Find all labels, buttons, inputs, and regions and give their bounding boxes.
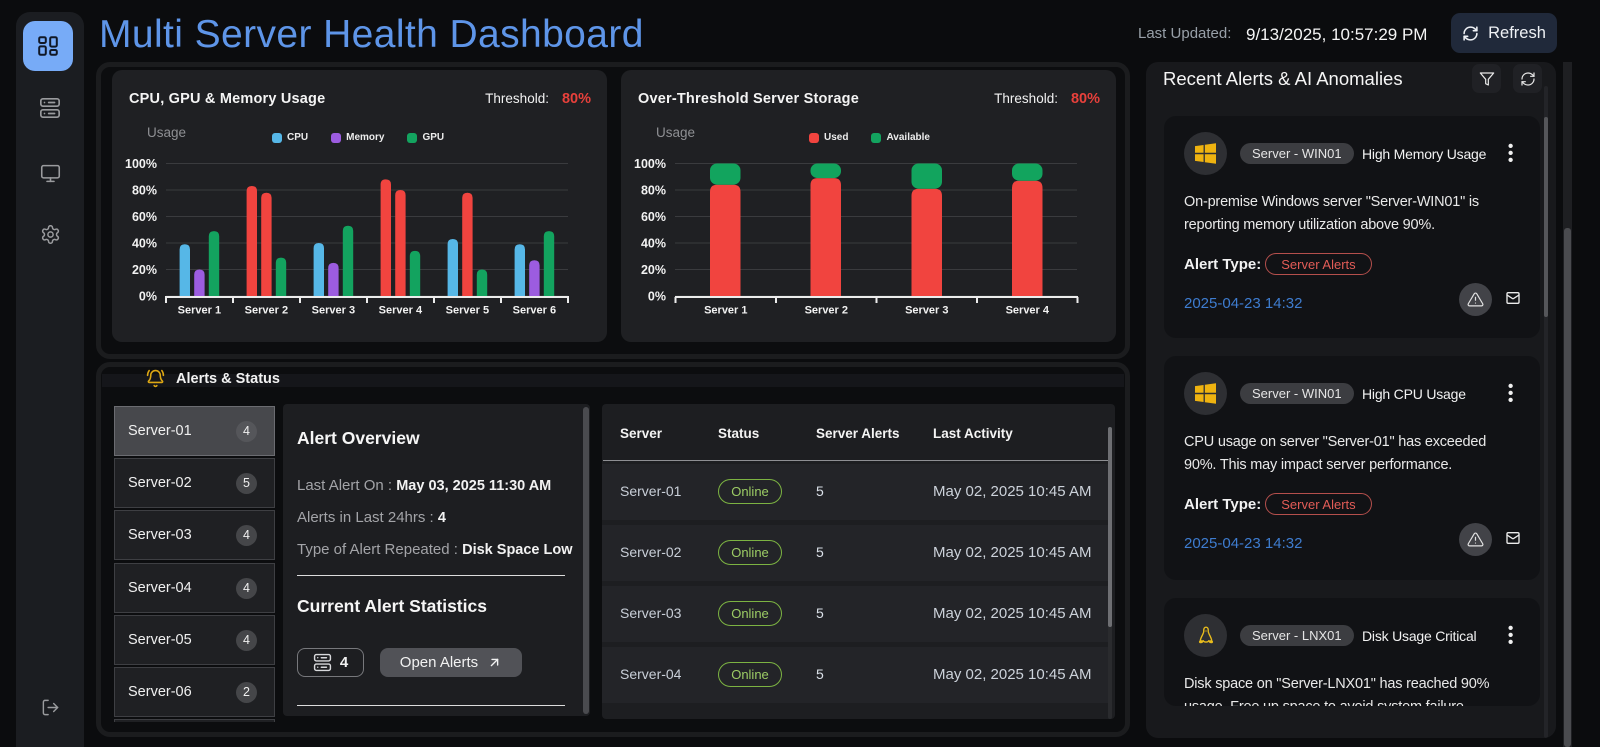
- svg-text:0%: 0%: [139, 290, 157, 304]
- svg-text:20%: 20%: [132, 263, 157, 277]
- svg-text:80%: 80%: [132, 184, 157, 198]
- svg-text:100%: 100%: [634, 157, 666, 171]
- svg-text:40%: 40%: [132, 237, 157, 251]
- svg-text:Server 1: Server 1: [704, 305, 747, 317]
- svg-text:80%: 80%: [641, 184, 666, 198]
- svg-text:Server 2: Server 2: [245, 305, 288, 317]
- svg-text:Server 3: Server 3: [312, 305, 355, 317]
- svg-text:Server 3: Server 3: [905, 305, 948, 317]
- svg-text:Server 6: Server 6: [513, 305, 556, 317]
- svg-text:Server 4: Server 4: [379, 305, 423, 317]
- svg-text:60%: 60%: [132, 210, 157, 224]
- svg-text:Server 2: Server 2: [805, 305, 848, 317]
- svg-text:Server 4: Server 4: [1006, 305, 1050, 317]
- svg-text:100%: 100%: [125, 157, 157, 171]
- svg-text:0%: 0%: [648, 290, 666, 304]
- svg-text:Server 5: Server 5: [446, 305, 489, 317]
- svg-text:Server 1: Server 1: [178, 305, 221, 317]
- svg-text:60%: 60%: [641, 210, 666, 224]
- svg-text:40%: 40%: [641, 237, 666, 251]
- svg-text:20%: 20%: [641, 263, 666, 277]
